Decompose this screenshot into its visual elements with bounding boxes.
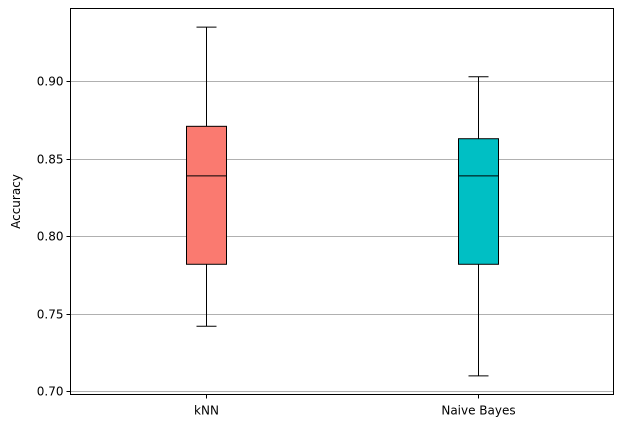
x-tick-label: Naive Bayes <box>441 404 515 418</box>
iqr-box <box>458 138 499 265</box>
iqr-box <box>186 125 227 265</box>
y-tick-label: 0.85 <box>37 153 64 167</box>
boxes <box>186 26 499 377</box>
y-tick-label: 0.80 <box>37 230 64 244</box>
y-tick-label: 0.90 <box>37 75 64 89</box>
y-axis-label: Accuracy <box>9 174 23 229</box>
y-tick-label: 0.70 <box>37 385 64 399</box>
x-tick-label: kNN <box>194 404 219 418</box>
grid-lines <box>70 81 614 392</box>
box-group <box>186 26 227 327</box>
y-tick-label: 0.75 <box>37 308 64 322</box>
box-group <box>458 76 499 377</box>
plot-area-frame <box>70 8 614 395</box>
axis-ticks: 0.70 0.75 0.80 0.85 0.90 kNN Naive Bayes <box>37 75 516 418</box>
